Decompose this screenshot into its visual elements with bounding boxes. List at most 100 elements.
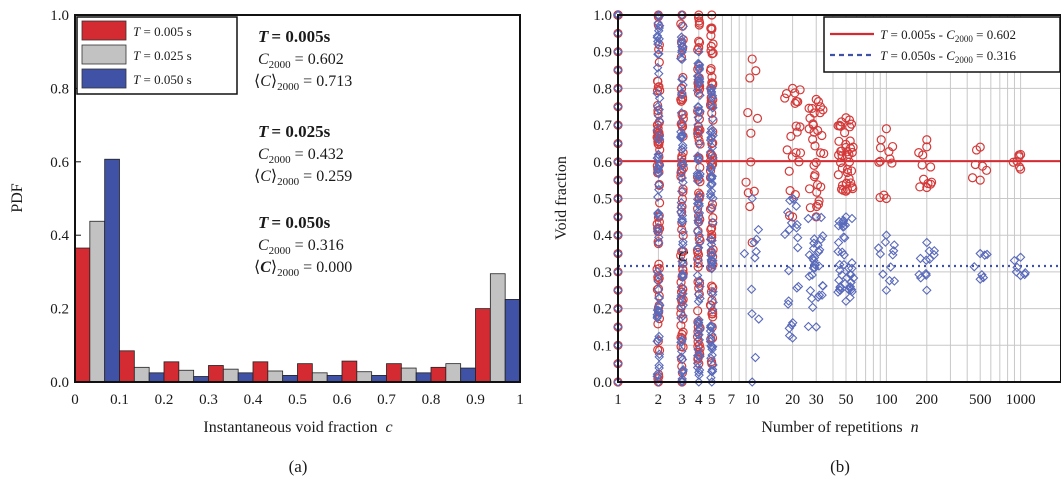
- histogram-bar-gray: [89, 220, 106, 383]
- histogram-bar-gray: [222, 368, 239, 383]
- scatter-point-blue: [791, 201, 802, 211]
- scatter-point-red: [693, 306, 703, 316]
- scatter-point-blue: [803, 213, 814, 224]
- scatter-point-red: [841, 113, 851, 123]
- scatter-point-blue: [694, 74, 705, 84]
- scatter-point-red: [817, 130, 827, 141]
- scatter-point-blue: [787, 317, 798, 328]
- scatter-point-blue: [676, 291, 687, 301]
- scatter-point-blue: [783, 265, 794, 276]
- scatter-point-blue: [706, 245, 717, 256]
- scatter-point-red: [922, 182, 932, 193]
- scatter-point-blue: [848, 273, 859, 283]
- histogram-bar-red: [475, 308, 491, 383]
- scatter-point-blue: [706, 124, 717, 134]
- scatter-point-blue: [677, 140, 688, 150]
- scatter-point-blue: [654, 305, 664, 316]
- scatter-point-blue: [677, 377, 687, 387]
- scatter-point-red: [695, 190, 705, 200]
- scatter-point-red: [804, 103, 814, 113]
- scatter-point-red: [842, 167, 853, 178]
- scatter-point-blue: [705, 162, 716, 172]
- scatter-point-blue: [706, 88, 717, 98]
- scatter-point-red: [782, 145, 792, 155]
- scatter-point-blue: [693, 242, 704, 253]
- scatter-y-tick-label: 1.0: [593, 8, 612, 24]
- scatter-point-red: [812, 201, 822, 212]
- scatter-point-blue: [705, 135, 716, 145]
- histogram-bar-gray: [445, 363, 462, 383]
- scatter-point-blue: [705, 147, 716, 157]
- scatter-x-tick-label: 100: [875, 392, 898, 408]
- scatter-point-red: [833, 170, 843, 180]
- scatter-point-red: [708, 155, 718, 165]
- scatter-point-red: [807, 103, 817, 114]
- scatter-point-blue: [809, 238, 819, 248]
- scatter-point-red: [794, 157, 804, 167]
- scatter-point-blue: [835, 285, 845, 296]
- scatter-legend-entry-1: T = 0.005s - C2000 = 0.602: [880, 27, 1016, 44]
- scatter-point-red: [692, 245, 703, 255]
- scatter-point-blue: [707, 178, 717, 189]
- scatter-point-red: [975, 175, 985, 185]
- scatter-point-blue: [676, 127, 686, 137]
- scatter-point-blue: [889, 276, 900, 286]
- scatter-point-red: [811, 157, 821, 168]
- scatter-point-red: [809, 108, 819, 118]
- scatter-point-blue: [677, 88, 687, 98]
- scatter-point-blue: [875, 249, 886, 259]
- scatter-point-red: [815, 102, 826, 112]
- scatter-point-blue: [677, 270, 688, 281]
- scatter-point-red: [693, 122, 704, 132]
- scatter-point-red: [922, 142, 932, 152]
- scatter-point-red: [707, 24, 717, 34]
- scatter-point-red: [678, 258, 688, 268]
- legend-entry-3: T = 0.050 s: [133, 72, 192, 87]
- scatter-point-red: [814, 196, 824, 206]
- scatter-point-red: [835, 120, 845, 130]
- annotation-t025-avg: ⟨C⟩2000 = 0.259: [254, 168, 352, 188]
- scatter-y-axis-label: Void fraction: [553, 156, 570, 240]
- scatter-point-red: [845, 136, 855, 146]
- scatter-point-blue: [809, 234, 820, 244]
- scatter-point-red: [842, 164, 853, 175]
- scatter-point-blue: [706, 126, 717, 137]
- scatter-y-tick-label: 0.4: [593, 228, 612, 244]
- scatter-point-blue: [708, 297, 718, 308]
- scatter-point-blue: [739, 248, 750, 259]
- scatter-point-blue: [929, 249, 939, 260]
- scatter-point-blue: [652, 371, 662, 382]
- histogram-bar-red: [119, 350, 135, 383]
- scatter-point-red: [654, 40, 664, 50]
- scatter-point-red: [1016, 149, 1026, 160]
- scatter-point-blue: [694, 63, 705, 74]
- scatter-point-red: [809, 160, 819, 170]
- scatter-point-blue: [694, 171, 705, 182]
- scatter-point-blue: [654, 238, 664, 248]
- scatter-point-blue: [921, 270, 931, 280]
- scatter-point-red: [842, 184, 853, 194]
- scatter-point-red: [917, 160, 927, 170]
- scatter-point-blue: [678, 80, 688, 90]
- scatter-x-tick-label: 4: [695, 392, 703, 408]
- scatter-y-tick-label: 0.1: [593, 338, 612, 354]
- scatter-point-red: [875, 192, 885, 203]
- annotation-t025: T = 0.025s C2000 = 0.432 ⟨C⟩2000 = 0.259: [254, 122, 352, 188]
- scatter-point-blue: [694, 139, 704, 149]
- scatter-point-red: [653, 336, 663, 346]
- scatter-point-blue: [813, 292, 823, 302]
- scatter-point-red: [790, 88, 800, 98]
- scatter-point-blue: [676, 32, 687, 42]
- scatter-point-blue: [878, 269, 888, 279]
- scatter-point-blue: [787, 333, 798, 343]
- histogram-legend: T = 0.005 s T = 0.025 s T = 0.050 s: [76, 16, 238, 95]
- scatter-point-blue: [677, 117, 687, 128]
- scatter-point-blue: [694, 326, 704, 336]
- histogram-x-tick-label: 1: [516, 392, 524, 408]
- scatter-point-red: [811, 94, 821, 105]
- scatter-point-red: [841, 142, 851, 153]
- scatter-point-blue: [654, 23, 664, 33]
- scatter-point-blue: [705, 261, 716, 272]
- histogram-x-axis-label-text: Instantaneous void fraction: [203, 419, 377, 436]
- scatter-point-blue: [881, 285, 892, 296]
